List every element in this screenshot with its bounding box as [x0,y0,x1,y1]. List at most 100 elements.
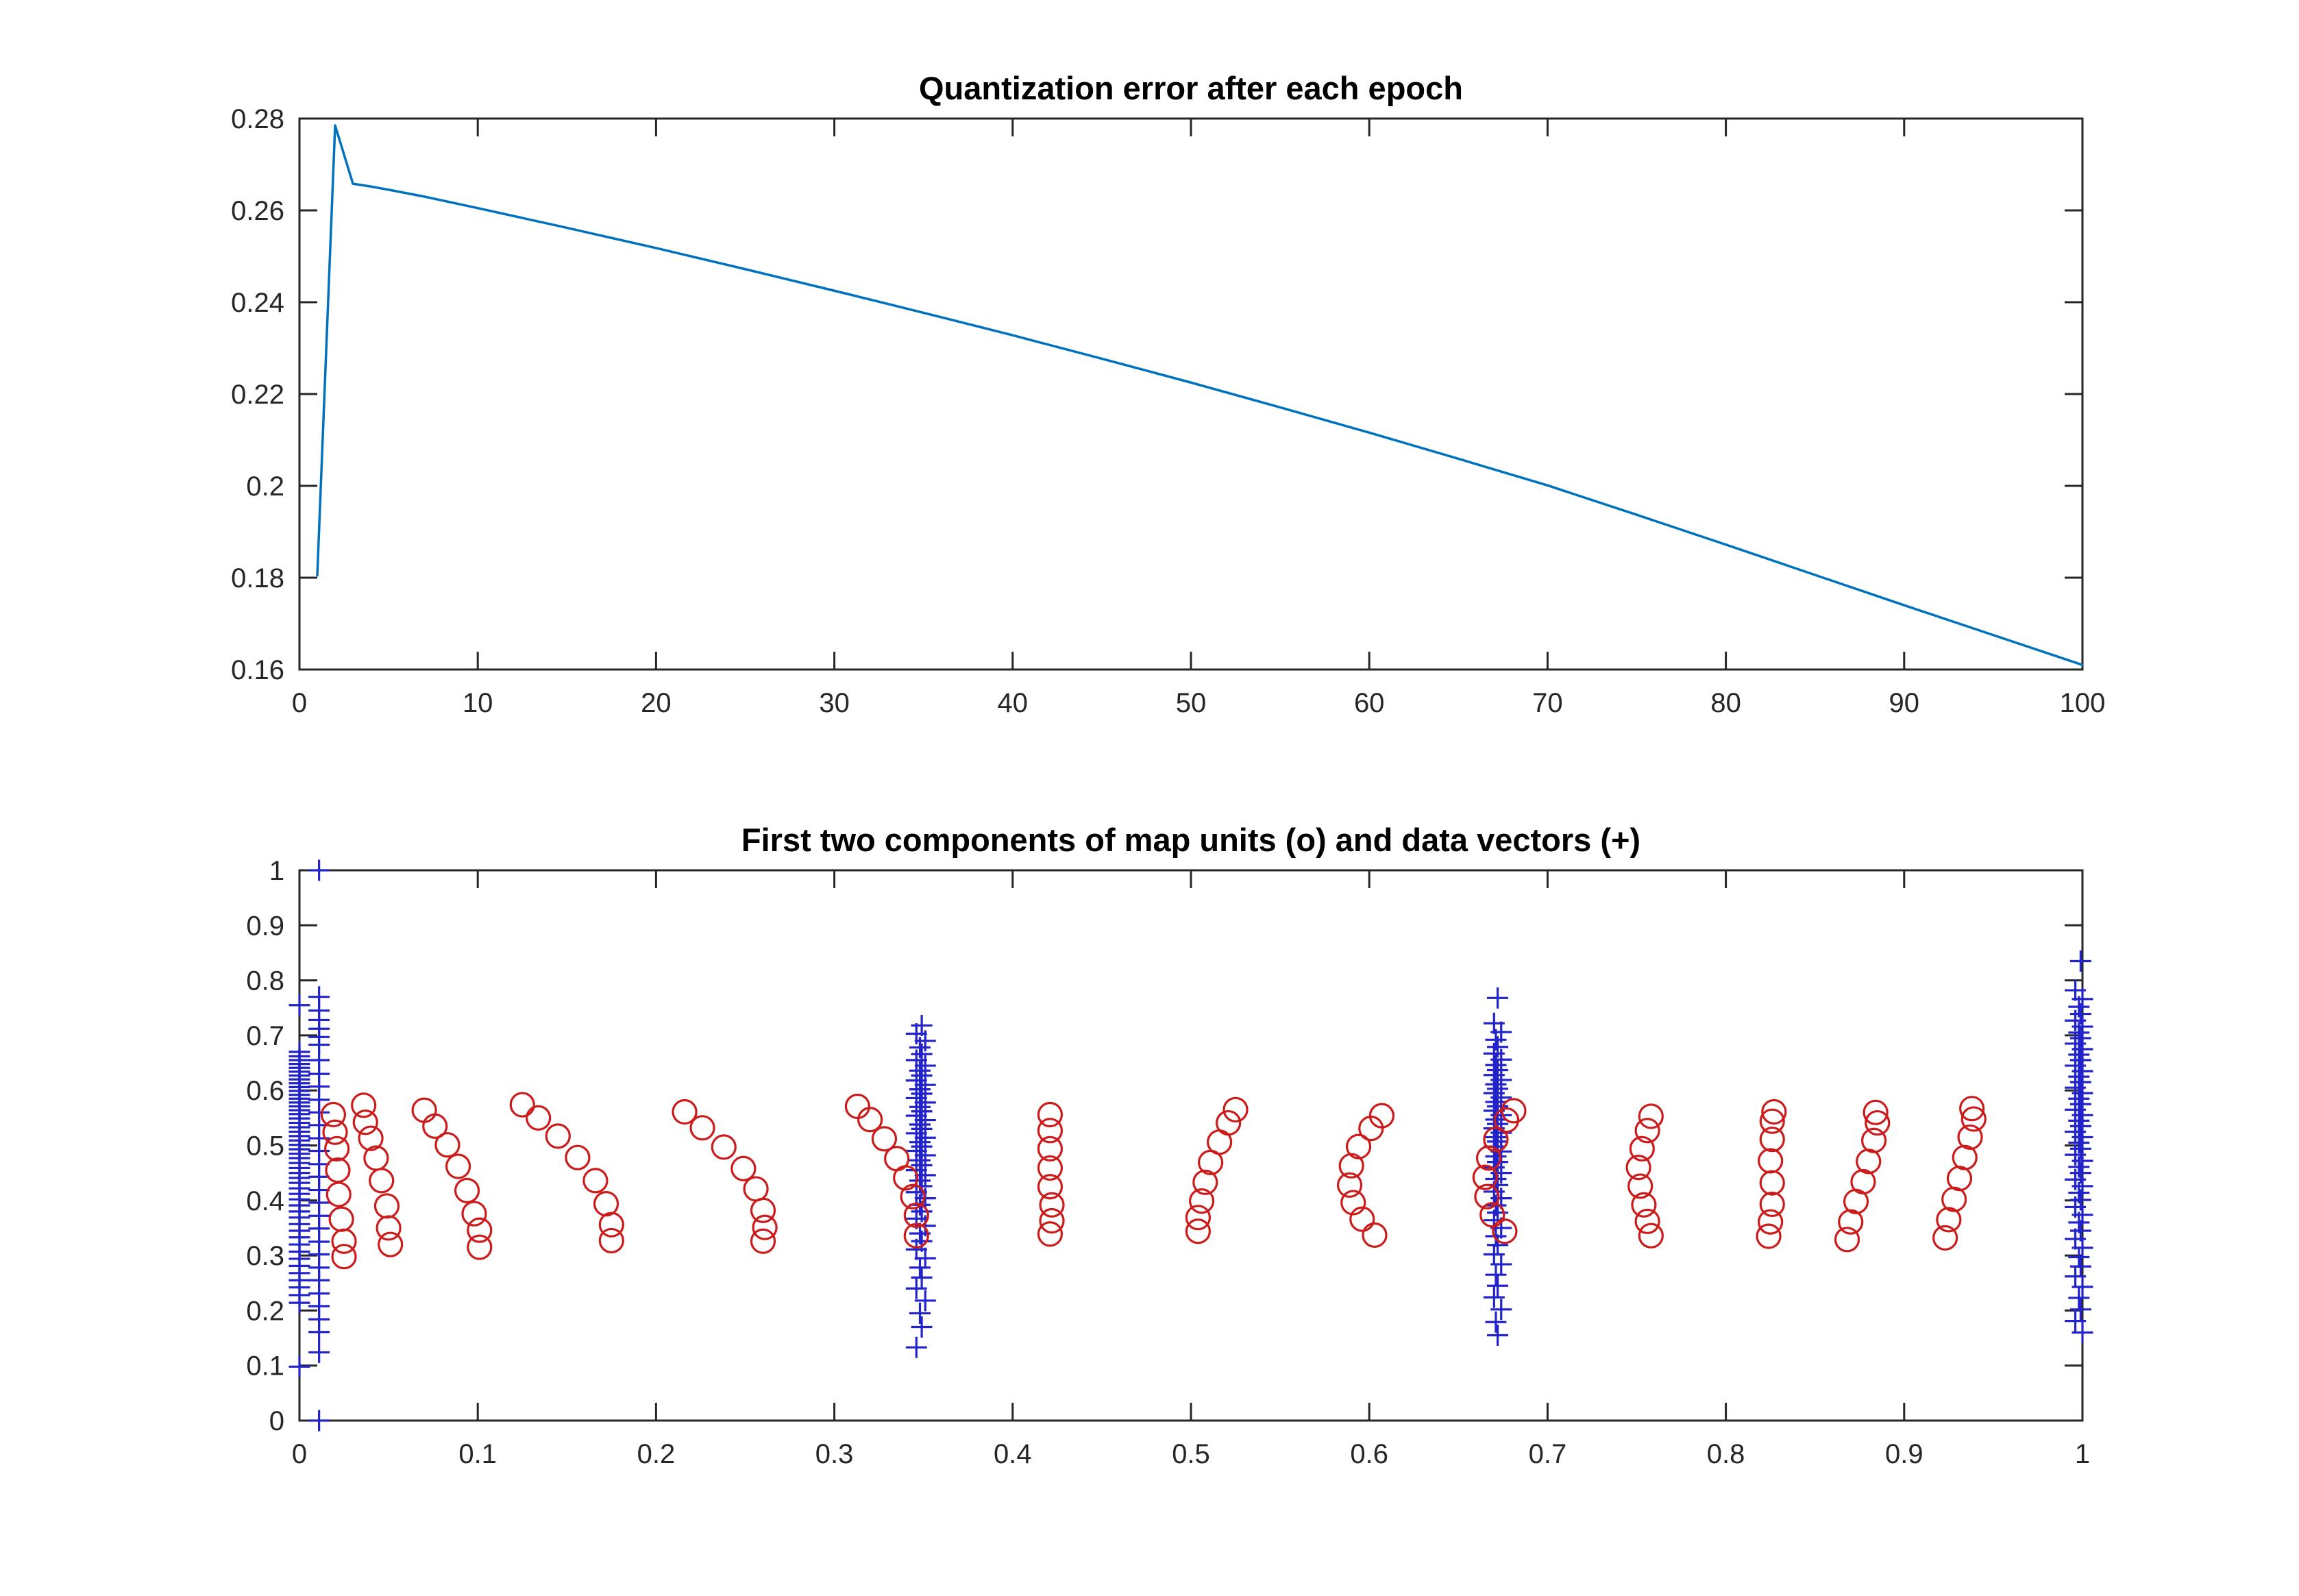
x-tick-label: 100 [2060,688,2106,718]
map-unit-circle-marker [593,1191,619,1217]
map-unit-circle-marker [369,1168,395,1194]
y-tick-label: 0.6 [246,1076,284,1106]
map-unit-circle-marker [1946,1166,1973,1192]
data-vector-plus-marker [288,1355,310,1377]
map-unit-circle-marker [1856,1149,1882,1175]
map-unit-circle-marker [1838,1209,1864,1235]
data-vector-plus-marker [2069,950,2091,972]
y-tick-label: 0 [269,1406,284,1436]
data-vector-plus-marker [1487,1131,1509,1153]
data-vector-plus-marker [2069,1027,2091,1049]
data-vector-plus-marker [1485,1054,1507,1076]
data-vector-plus-marker [2068,1022,2090,1044]
x-tick-label: 0.6 [1350,1439,1388,1469]
map-unit-circle-marker [422,1113,448,1139]
map-unit-circle-marker [1759,1170,1785,1196]
map-unit-circle-marker [1759,1108,1785,1134]
map-unit-circle-marker [376,1215,402,1241]
map-unit-circle-marker [445,1153,471,1179]
map-unit-circle-marker [1941,1186,1967,1212]
map-unit-circle-marker [331,1228,357,1254]
map-unit-circle-marker [1759,1191,1785,1218]
map-unit-circle-marker [1631,1192,1657,1218]
map-unit-circle-marker [1634,1118,1660,1144]
y-tick-label: 0.9 [246,911,284,941]
map-unit-circle-marker [1952,1144,1978,1170]
data-vector-plus-marker [2071,1038,2093,1060]
map-unit-circle-marker [363,1145,389,1171]
map-unit-circle-marker [526,1105,552,1131]
x-tick-label: 0.5 [1172,1439,1210,1469]
quantization-error-line [316,124,2084,667]
map-unit-circle-marker [871,1126,898,1152]
data-vector-plus-marker [914,1247,936,1269]
map-unit-circle-marker [1349,1206,1375,1232]
map-unit-circle-marker [1185,1218,1212,1244]
data-vector-plus-marker [288,994,310,1016]
map-unit-circle-marker [1185,1205,1212,1231]
data-vector-plus-marker [2068,1044,2090,1066]
bottom-chart-title: First two components of map units (o) an… [741,822,1640,858]
y-tick-label: 0.7 [246,1021,284,1051]
data-vector-plus-marker [2068,1212,2090,1233]
data-vector-plus-marker [1490,1299,1512,1321]
map-unit-circle-marker [1629,1135,1655,1162]
top-chart-title: Quantization error after each epoch [919,70,1463,106]
map-unit-circle-marker [1758,1209,1784,1235]
data-vector-plus-marker [911,1266,933,1288]
map-unit-circle-marker [1957,1124,1983,1151]
data-vector-plus-marker [911,1014,933,1036]
data-vector-plus-marker [905,1238,927,1260]
data-vector-plus-marker [2069,1138,2091,1159]
x-tick-label: 40 [998,688,1029,718]
y-tick-label: 0.16 [231,655,284,685]
bottom-chart: First two components of map units (o) an… [246,822,2093,1469]
data-vector-plus-marker [914,1164,936,1186]
map-unit-circle-marker [598,1212,624,1238]
map-unit-circle-marker [1492,1218,1518,1244]
data-vector-plus-marker [2068,1131,2090,1153]
data-vector-plus-marker [909,1149,931,1171]
data-vector-plus-marker [2068,1287,2090,1309]
map-unit-circle-marker [328,1206,354,1232]
x-tick-label: 0.8 [1707,1439,1745,1469]
data-vector-plus-marker [909,1059,931,1081]
y-tick-label: 1 [269,856,284,886]
y-tick-label: 0.22 [231,380,284,410]
y-tick-label: 0.18 [231,563,284,593]
map-unit-circle-marker [565,1144,591,1170]
map-unit-circle-marker [1758,1148,1784,1174]
plot-box [298,117,2084,671]
x-tick-label: 0.1 [458,1439,497,1469]
map-unit-circle-marker [1634,1208,1660,1234]
data-vector-plus-marker [2069,1115,2091,1137]
data-vectors-series [288,859,2093,1432]
map-unit-circle-marker [1037,1155,1064,1181]
data-vector-plus-marker [2071,1126,2093,1148]
map-unit-circle-marker [509,1092,535,1118]
data-vector-plus-marker [905,1049,927,1071]
data-vector-plus-marker [1487,1151,1509,1173]
data-vector-plus-marker [2068,1109,2090,1131]
map-unit-circle-marker [1475,1145,1502,1171]
map-unit-circle-marker [324,1135,350,1162]
map-unit-circle-marker [1039,1207,1065,1234]
data-vector-plus-marker [905,1140,927,1162]
data-vector-plus-marker [2069,1255,2091,1277]
map-unit-circle-marker [750,1228,776,1254]
x-tick-label: 20 [641,688,672,718]
map-unit-circle-marker [582,1168,608,1194]
data-vector-plus-marker [2068,1088,2090,1109]
map-unit-circle-marker [903,1202,929,1229]
x-tick-label: 0.7 [1529,1439,1567,1469]
data-vector-plus-marker [1487,1059,1509,1081]
data-vector-plus-marker [2065,1310,2087,1332]
map-units-series [320,1092,1987,1270]
y-tick-label: 0.8 [246,966,284,996]
data-vector-plus-marker [911,1135,933,1157]
map-unit-circle-marker [743,1176,769,1202]
data-vector-plus-marker [2068,1066,2090,1088]
data-vector-plus-marker [2071,1237,2093,1259]
map-unit-circle-marker [1037,1135,1064,1162]
